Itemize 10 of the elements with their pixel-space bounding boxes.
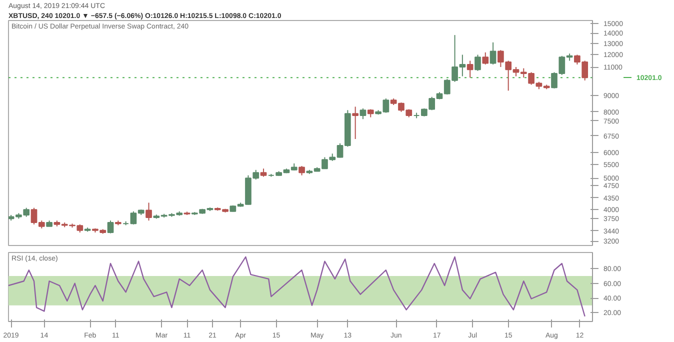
candlestick xyxy=(466,60,474,78)
candlestick xyxy=(482,52,489,65)
candlestick xyxy=(490,42,496,65)
line-series xyxy=(8,256,586,317)
candlestick xyxy=(474,54,481,72)
candlestick xyxy=(352,106,359,140)
candlestick xyxy=(360,108,366,120)
candlestick xyxy=(146,202,152,222)
candlestick xyxy=(107,220,114,234)
candlestick xyxy=(298,165,305,176)
